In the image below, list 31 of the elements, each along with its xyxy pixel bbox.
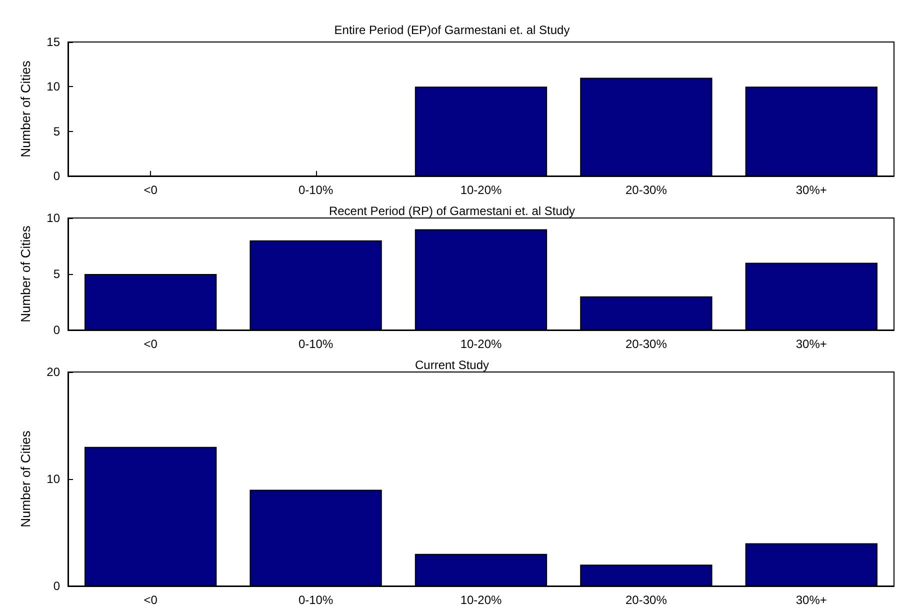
y-tick-label: 10 — [46, 472, 60, 486]
x-tick-label: 10-20% — [460, 337, 502, 351]
y-tick-label: 0 — [53, 323, 60, 337]
chart-title: Recent Period (RP) of Garmestani et. al Study — [328, 204, 576, 218]
x-tick-label: 10-20% — [460, 183, 502, 197]
x-tick-label: 0-10% — [298, 337, 334, 351]
x-tick-label: <0 — [144, 337, 158, 351]
x-tick-label: 20-30% — [626, 593, 668, 607]
chart-title: Entire Period (EP)of Garmestani et. al Study — [334, 23, 570, 37]
y-axis-title: Number of Cities — [18, 430, 33, 528]
x-tick-label: 0-10% — [298, 593, 334, 607]
y-tick-label: 20 — [46, 365, 60, 379]
y-tick-label: 15 — [46, 35, 60, 49]
x-tick-label: 20-30% — [626, 337, 668, 351]
x-tick-label: 0-10% — [298, 183, 334, 197]
x-tick-label: <0 — [144, 183, 158, 197]
x-tick-label: 20-30% — [626, 183, 668, 197]
x-tick-label: 30%+ — [796, 337, 827, 351]
y-tick-label: 5 — [53, 267, 60, 281]
x-tick-label: 10-20% — [460, 593, 502, 607]
chart-title: Current Study — [414, 358, 490, 372]
x-tick-label: <0 — [144, 593, 158, 607]
y-axis-title: Number of Cities — [18, 225, 33, 322]
x-tick-label: 30%+ — [796, 183, 827, 197]
y-tick-label: 10 — [46, 211, 60, 225]
y-tick-label: 5 — [53, 124, 60, 138]
y-axis-title: Number of Cities — [18, 60, 33, 158]
y-tick-label: 10 — [46, 80, 60, 94]
x-tick-label: 30%+ — [796, 593, 827, 607]
y-tick-label: 0 — [53, 169, 60, 183]
y-tick-label: 0 — [53, 579, 60, 593]
